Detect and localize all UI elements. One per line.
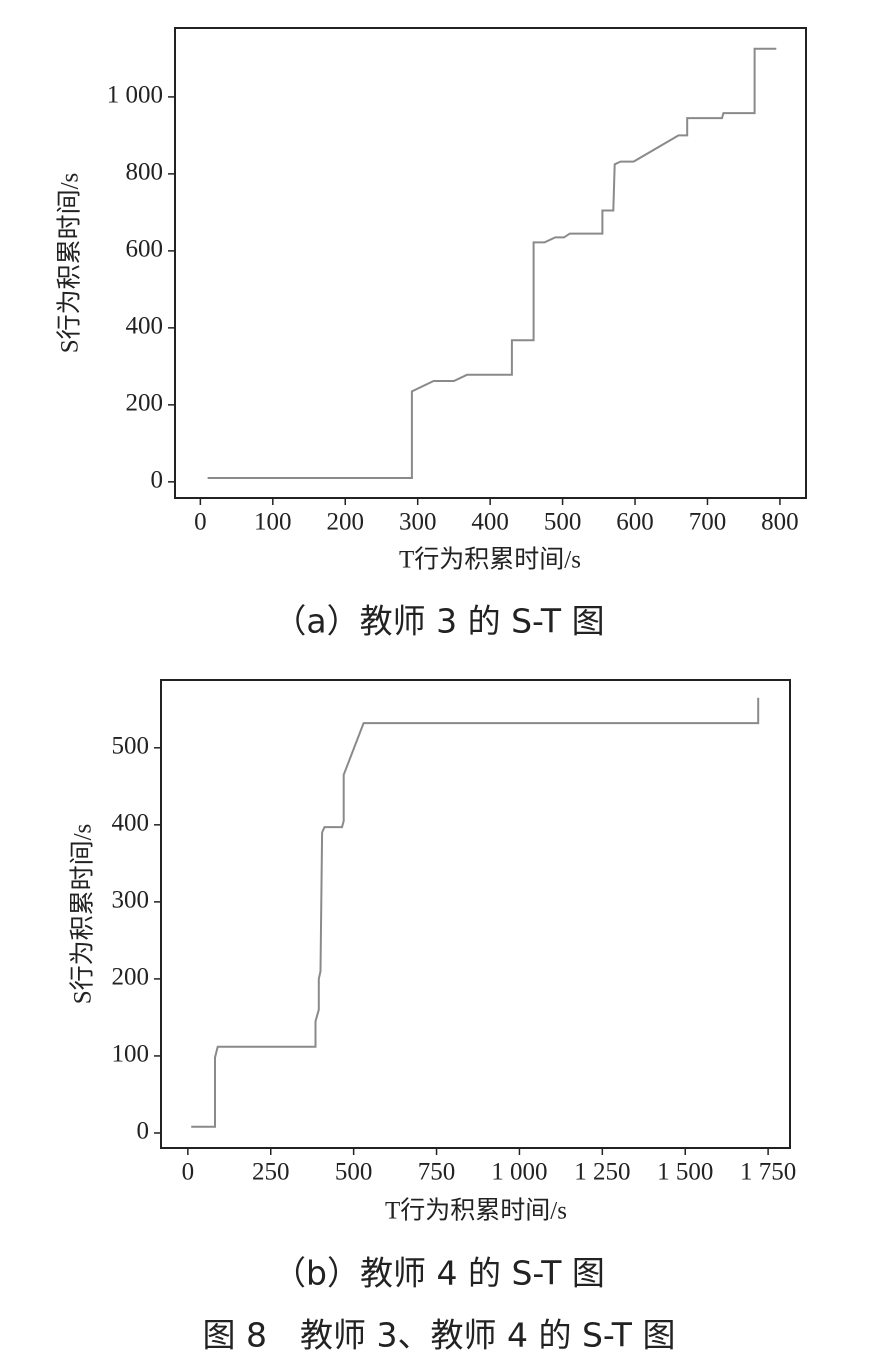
plot-frame <box>160 679 791 1149</box>
x-tick-label: 1 000 <box>491 1159 547 1186</box>
x-tick-label: 800 <box>761 509 799 536</box>
x-axis-label: T行为积累时间/s <box>385 1197 567 1225</box>
plot-frame <box>174 27 807 499</box>
y-tick-label: 400 <box>126 313 164 340</box>
x-tick-label: 1 750 <box>740 1159 796 1186</box>
y-tick-label: 600 <box>126 236 164 263</box>
y-tick-label: 0 <box>137 1118 150 1145</box>
chart-caption: （b）教师 4 的 S-T 图 <box>273 1254 605 1293</box>
x-tick-label: 1 250 <box>574 1159 630 1186</box>
y-tick-label: 200 <box>126 390 164 417</box>
data-line <box>191 697 760 1128</box>
x-tick-label: 750 <box>418 1159 456 1186</box>
x-tick-label: 300 <box>399 509 437 536</box>
x-tick-label: 400 <box>471 509 509 536</box>
y-axis-label: S行为积累时间/s <box>69 824 97 1005</box>
x-tick-label: 250 <box>252 1159 290 1186</box>
y-tick-label: 200 <box>112 964 150 991</box>
x-tick-label: 0 <box>182 1159 195 1186</box>
y-tick-label: 1 000 <box>107 82 163 109</box>
y-tick-label: 800 <box>126 159 164 186</box>
x-tick-label: 100 <box>254 509 292 536</box>
y-axis-label: S行为积累时间/s <box>56 173 84 354</box>
y-tick-label: 500 <box>112 733 150 760</box>
x-tick-label: 700 <box>689 509 727 536</box>
x-tick-label: 0 <box>194 509 207 536</box>
y-tick-label: 0 <box>151 467 164 494</box>
y-tick-label: 400 <box>112 810 150 837</box>
data-line <box>207 47 777 479</box>
x-tick-label: 200 <box>326 509 364 536</box>
chart-caption: （a）教师 3 的 S-T 图 <box>273 602 604 641</box>
y-tick-label: 100 <box>112 1041 150 1068</box>
x-tick-label: 500 <box>544 509 582 536</box>
x-tick-label: 1 500 <box>657 1159 713 1186</box>
x-tick-label: 500 <box>335 1159 373 1186</box>
x-tick-label: 600 <box>616 509 654 536</box>
y-tick-label: 300 <box>112 887 150 914</box>
x-axis-label: T行为积累时间/s <box>399 546 581 574</box>
figure-caption: 图 8 教师 3、教师 4 的 S-T 图 <box>203 1316 676 1355</box>
